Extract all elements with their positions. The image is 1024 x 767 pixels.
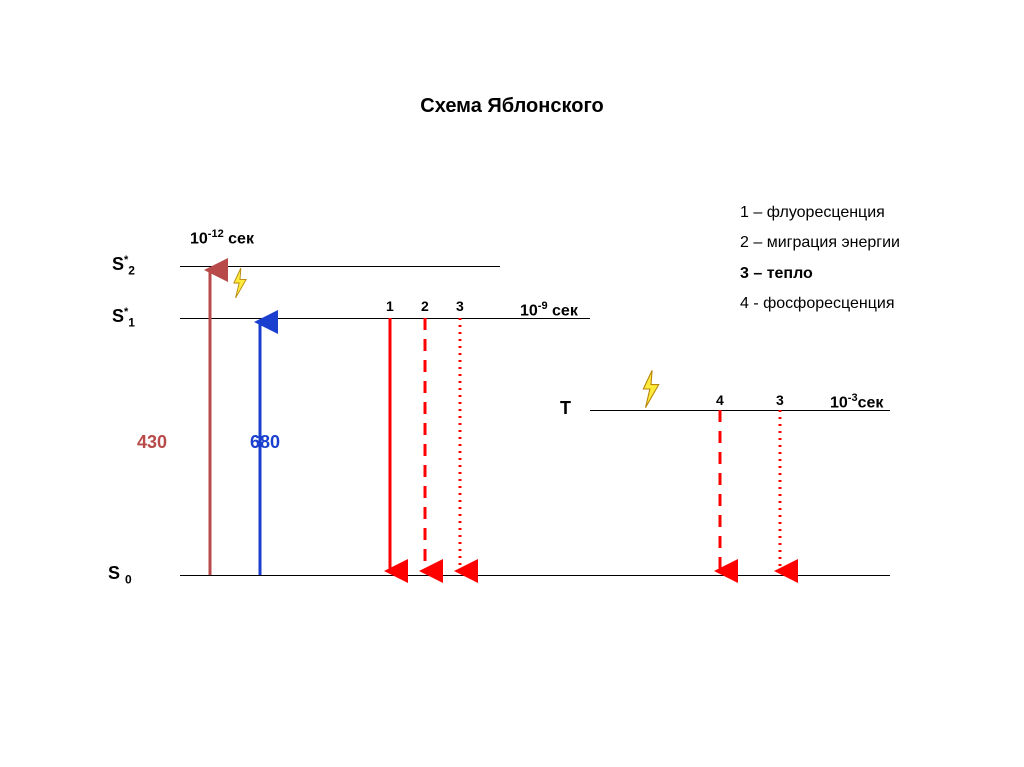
- legend-item: 4 - фосфоресценция: [740, 289, 900, 319]
- diagram-title: Схема Яблонского: [0, 95, 1024, 118]
- arrow-num-3: 3: [456, 298, 464, 314]
- legend-item: 3 – тепло: [740, 259, 900, 289]
- state-label-t: T: [560, 398, 571, 419]
- state-label-s1: S*1: [112, 306, 135, 330]
- lightning-icon: [231, 268, 249, 298]
- state-label-s0: S 0: [108, 563, 132, 587]
- level-line-s2: [180, 266, 500, 267]
- arrow-num-3b: 3: [776, 392, 784, 408]
- level-line-s0: [180, 575, 890, 576]
- legend: 1 – флуоресценция 2 – миграция энергии 3…: [740, 198, 900, 320]
- time-label-3: 10-3сек: [830, 392, 883, 412]
- time-label-9: 10-9 сек: [520, 300, 578, 320]
- legend-item: 1 – флуоресценция: [740, 198, 900, 228]
- time-label-12: 10-12 сек: [190, 228, 254, 248]
- lightning-icon: [640, 370, 662, 408]
- state-label-s2: S*2: [112, 254, 135, 278]
- arrow-num-2: 2: [421, 298, 429, 314]
- arrow-num-1: 1: [386, 298, 394, 314]
- wavelength-430: 430: [137, 432, 167, 453]
- arrow-num-4: 4: [716, 392, 724, 408]
- legend-item: 2 – миграция энергии: [740, 228, 900, 258]
- wavelength-680: 680: [250, 432, 280, 453]
